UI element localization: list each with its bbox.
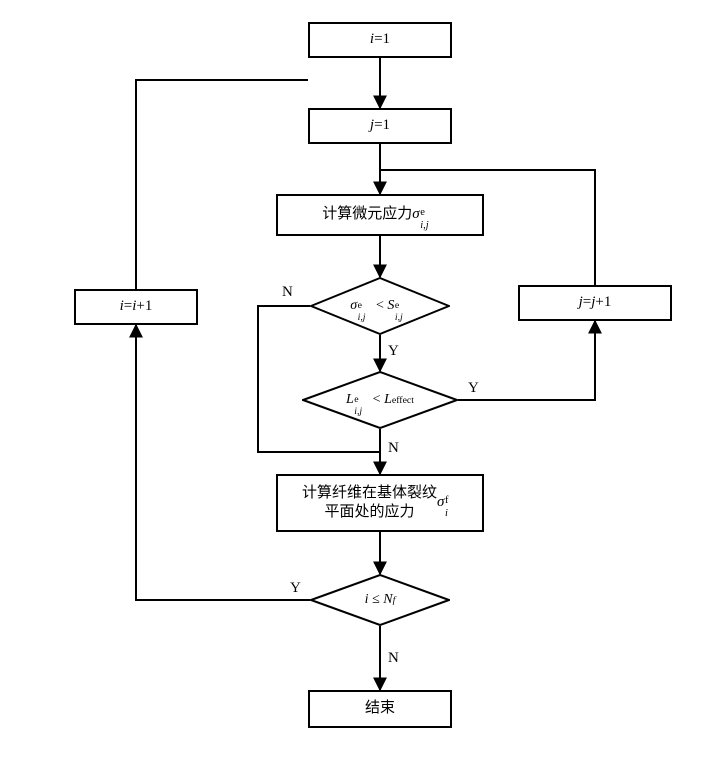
edge-label: N <box>282 284 293 301</box>
edge-label: Y <box>468 380 479 397</box>
edge-label: N <box>388 650 399 667</box>
decision-i-le-nf: i ≤ Nf <box>310 574 450 626</box>
edge-label: Y <box>388 343 399 360</box>
decision-sigma-lt-s: σei,j < Sei,j <box>310 277 450 335</box>
node-i-init: i=1 <box>308 22 452 58</box>
edge-label: Y <box>290 580 301 597</box>
node-calc-stress: 计算微元应力 σei,j <box>276 194 484 236</box>
node-j-increment: j=j+1 <box>518 285 672 321</box>
decision-l-lt-leffect: Lei,j < Leffect <box>302 371 458 429</box>
node-j-init: j=1 <box>308 108 452 144</box>
edge-label: N <box>388 440 399 457</box>
node-i-increment: i=i+1 <box>74 289 198 325</box>
node-calc-fiber: 计算纤维在基体裂纹平面处的应力 σfi <box>276 474 484 532</box>
node-end: 结束 <box>308 690 452 728</box>
